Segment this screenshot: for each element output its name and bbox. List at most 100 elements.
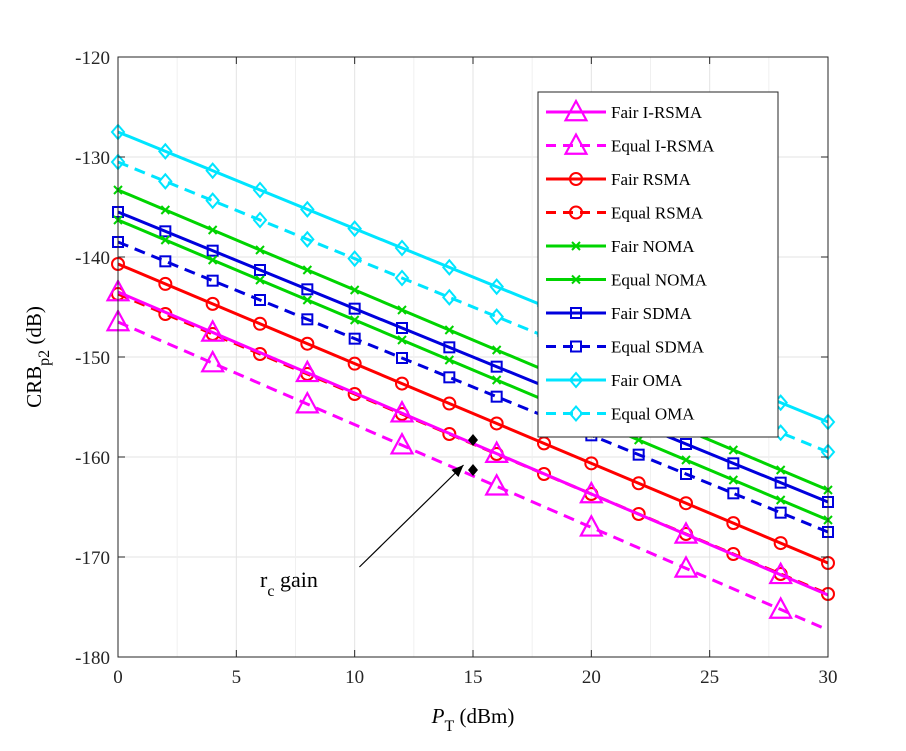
data-point-fair-rsma xyxy=(395,376,409,391)
data-point-fair-oma xyxy=(158,142,173,160)
data-point-equal-sdma xyxy=(727,487,740,500)
data-point-fair-oma xyxy=(442,258,457,276)
data-point-fair-noma xyxy=(255,245,265,255)
data-point-equal-sdma xyxy=(443,371,456,384)
data-point-fair-i-rsma xyxy=(673,521,699,544)
data-point-equal-sdma xyxy=(396,352,408,364)
data-point-equal-sdma xyxy=(301,313,314,326)
data-point-equal-noma xyxy=(681,455,691,465)
legend-item-fair-oma: Fair OMA xyxy=(546,371,683,390)
data-point-fair-sdma xyxy=(680,438,692,450)
data-point-equal-noma xyxy=(491,375,502,385)
x-tick-label: 20 xyxy=(582,667,601,688)
y-tick-label: -160 xyxy=(75,448,110,469)
data-point-fair-i-rsma xyxy=(200,319,225,342)
data-point-fair-sdma xyxy=(727,457,740,470)
data-point-fair-rsma xyxy=(347,356,362,371)
series-line-equal-noma xyxy=(117,218,829,522)
data-point-fair-oma xyxy=(489,278,504,296)
data-point-equal-sdma xyxy=(680,468,692,480)
annotation-rc-gain: rc gain xyxy=(260,434,478,600)
data-point-fair-sdma xyxy=(301,283,314,296)
x-tick-label: 25 xyxy=(700,667,719,688)
data-point-equal-sdma xyxy=(254,294,266,306)
data-point-fair-sdma xyxy=(443,341,456,354)
data-point-equal-sdma xyxy=(159,255,172,268)
data-point-equal-oma xyxy=(489,308,504,326)
y-tick-label: -130 xyxy=(75,148,110,169)
x-tick-label: 15 xyxy=(464,667,483,688)
data-point-equal-rsma xyxy=(442,427,457,441)
legend-item-equal-noma: Equal NOMA xyxy=(546,271,708,290)
legend-label: Equal I-RSMA xyxy=(611,137,715,156)
data-point-equal-noma xyxy=(302,295,313,305)
legend-swatch-marker xyxy=(569,205,583,220)
series-line-fair-rsma xyxy=(117,262,829,565)
legend-swatch-marker xyxy=(568,404,584,423)
legend-item-fair-rsma: Fair RSMA xyxy=(546,170,692,189)
x-tick-label: 5 xyxy=(232,667,242,688)
tick-group: 0 5 10 15 20 25 30 -120 -130 -140 -150 -160 -170 -180 xyxy=(75,48,837,688)
series-line-fair-noma xyxy=(117,188,829,492)
annotation-arrow-line xyxy=(358,464,464,568)
data-point-equal-oma xyxy=(205,192,220,210)
data-point-fair-noma xyxy=(397,305,407,315)
data-point-equal-oma xyxy=(252,211,268,229)
data-point-equal-i-rsma xyxy=(579,514,604,537)
data-point-fair-rsma xyxy=(300,336,315,351)
data-point-fair-noma xyxy=(491,345,502,355)
y-tick-label: -150 xyxy=(75,348,110,369)
data-point-fair-rsma xyxy=(158,276,173,291)
data-point-equal-i-rsma xyxy=(295,390,320,414)
data-point-fair-noma xyxy=(775,465,786,475)
legend-item-equal-sdma: Equal SDMA xyxy=(546,338,705,357)
data-point-fair-oma xyxy=(300,200,315,218)
data-point-equal-rsma xyxy=(631,507,646,521)
legend-label: Fair SDMA xyxy=(611,304,692,323)
data-point-equal-noma xyxy=(255,275,265,285)
data-point-fair-oma xyxy=(252,181,268,199)
data-point-equal-sdma xyxy=(348,332,361,345)
x-tick-label: 30 xyxy=(819,667,838,688)
y-tick-label: -170 xyxy=(75,548,110,569)
data-point-fair-i-rsma xyxy=(579,480,604,504)
data-point-equal-noma xyxy=(397,335,407,345)
data-point-fair-oma xyxy=(347,220,362,238)
data-point-fair-noma xyxy=(349,285,360,295)
data-point-equal-sdma xyxy=(206,274,219,287)
y-tick-label: -180 xyxy=(75,648,110,669)
data-point-equal-noma xyxy=(160,235,171,245)
x-tick-label: 0 xyxy=(113,667,123,688)
series-fair-noma xyxy=(113,185,833,495)
data-point-equal-noma xyxy=(728,475,739,485)
legend-label: Equal SDMA xyxy=(611,338,705,357)
legend-item-equal-rsma: Equal RSMA xyxy=(546,204,704,223)
legend-swatch-marker xyxy=(570,340,582,353)
data-point-fair-sdma xyxy=(254,264,266,276)
series-group xyxy=(105,123,836,632)
data-point-equal-sdma xyxy=(490,390,503,403)
legend-swatch-marker xyxy=(569,172,583,186)
data-point-equal-rsma xyxy=(537,467,551,481)
data-point-equal-noma xyxy=(349,315,360,325)
legend-label: Equal RSMA xyxy=(611,204,704,223)
legend-swatch-marker xyxy=(563,132,589,155)
data-point-fair-noma xyxy=(444,325,455,335)
legend-swatch-marker xyxy=(571,241,581,251)
legend-swatch-marker xyxy=(570,307,582,319)
data-point-fair-rsma xyxy=(726,516,741,531)
data-point-fair-noma xyxy=(728,445,739,455)
annotation-arrow-head xyxy=(451,465,464,477)
data-point-equal-i-rsma xyxy=(484,472,509,496)
legend: Fair I-RSMA Equal I-RSMA Fair RSMA Equal RS… xyxy=(537,91,779,438)
series-line-fair-sdma xyxy=(117,210,829,504)
data-point-fair-i-rsma xyxy=(484,440,509,463)
data-point-fair-sdma xyxy=(348,302,361,315)
data-point-equal-i-rsma xyxy=(389,431,415,455)
data-point-fair-sdma xyxy=(206,244,219,257)
data-point-fair-rsma xyxy=(679,496,693,511)
legend-label: Fair I-RSMA xyxy=(611,103,703,122)
legend-label: Equal NOMA xyxy=(611,271,708,290)
